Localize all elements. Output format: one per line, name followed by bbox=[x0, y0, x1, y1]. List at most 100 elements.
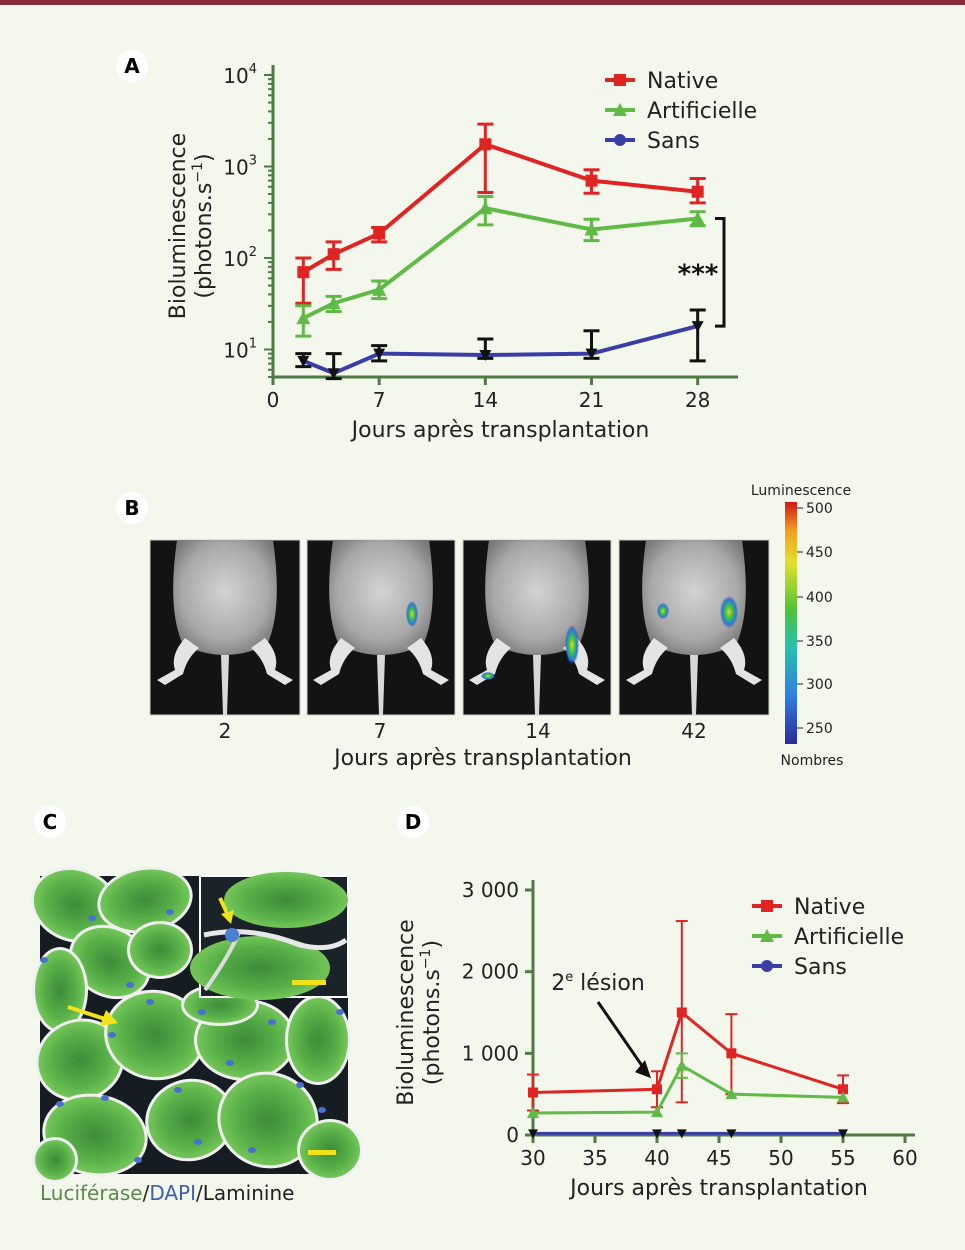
data-point bbox=[725, 1088, 738, 1100]
data-point bbox=[527, 1106, 539, 1118]
y-axis-label: Bioluminescence bbox=[166, 133, 191, 319]
data-point bbox=[373, 227, 386, 240]
y-tick-label: 2 000 bbox=[462, 960, 519, 984]
data-point bbox=[297, 355, 310, 367]
panel-a-badge bbox=[116, 50, 148, 82]
panel-a-letter: A bbox=[124, 54, 140, 78]
luminescence-spot bbox=[565, 625, 579, 665]
colorbar-ticks: 500 450 400 350 300 250 bbox=[797, 501, 833, 737]
y-tick-label: 102 bbox=[223, 245, 257, 271]
data-point bbox=[691, 185, 704, 198]
luminescence-spot bbox=[657, 603, 669, 619]
x-tick-label: 50 bbox=[768, 1146, 793, 1170]
series-native bbox=[295, 122, 706, 305]
data-point bbox=[838, 1084, 848, 1095]
data-point bbox=[327, 248, 340, 261]
data-point bbox=[327, 368, 340, 380]
data-point bbox=[837, 1091, 849, 1103]
colorbar-footer: Nombres bbox=[781, 753, 844, 769]
stain-caption: Luciférase/DAPI/Laminine bbox=[40, 1181, 294, 1205]
second-lesion-annotation: 2e lésion bbox=[551, 970, 651, 1079]
legend-entry-artificielle: Artificielle bbox=[752, 925, 904, 950]
top-border bbox=[0, 0, 965, 5]
colorbar bbox=[785, 502, 797, 744]
x-axis-label: Jours après transplantation bbox=[350, 418, 650, 443]
error-bar bbox=[689, 308, 706, 363]
series-line bbox=[532, 1063, 844, 1115]
series-line bbox=[302, 324, 699, 376]
annotation-label: 2e lésion bbox=[551, 970, 645, 996]
significance-label: *** bbox=[678, 259, 719, 289]
chart-d: 30 35 40 45 50 55 60 0 1 000 2 000 3 000 Jours aprè… bbox=[394, 878, 918, 1201]
x-tick-label: 7 bbox=[373, 388, 386, 412]
legend-label: Native bbox=[794, 895, 865, 920]
x-tick-label: 40 bbox=[644, 1146, 669, 1170]
microscopy-image bbox=[30, 866, 363, 1183]
y-axis-label: Bioluminescence bbox=[394, 919, 419, 1105]
legend-label: Native bbox=[647, 69, 718, 94]
stain-sep-1: / bbox=[143, 1181, 150, 1205]
day-label-7: 7 bbox=[374, 719, 387, 743]
y-tick-label: 104 bbox=[223, 62, 257, 88]
inset-image bbox=[190, 872, 349, 1000]
y-tick-label: 101 bbox=[223, 336, 257, 362]
panel-d-badge bbox=[397, 806, 429, 838]
data-point bbox=[372, 282, 387, 296]
luminescence-spot bbox=[481, 672, 495, 680]
mouse-image-42 bbox=[618, 539, 770, 716]
stain-dapi: DAPI bbox=[149, 1181, 196, 1205]
series-sans bbox=[295, 308, 706, 381]
mouse-images bbox=[149, 539, 770, 716]
panel-b-xlabel: Jours après transplantation bbox=[332, 746, 632, 771]
series-artificielle bbox=[295, 194, 706, 338]
data-point bbox=[652, 1129, 662, 1139]
y-axis-unit: (photons.s−1) bbox=[418, 940, 445, 1085]
day-label-42: 42 bbox=[681, 719, 706, 743]
series-native bbox=[527, 920, 849, 1112]
legend-label: Sans bbox=[794, 955, 847, 980]
data-point bbox=[726, 1048, 737, 1059]
legend-marker bbox=[761, 960, 773, 972]
day-label-14: 14 bbox=[525, 719, 550, 743]
data-point bbox=[528, 1129, 538, 1139]
stain-laminine: Laminine bbox=[203, 1181, 295, 1205]
panel-c-badge bbox=[34, 806, 66, 838]
data-point bbox=[691, 321, 704, 333]
legend-marker bbox=[614, 74, 626, 86]
legend-entry-sans: Sans bbox=[605, 129, 700, 154]
data-point bbox=[479, 138, 492, 151]
x-tick-label: 35 bbox=[582, 1146, 607, 1170]
data-point bbox=[585, 174, 598, 187]
chart-a: 0 7 14 21 28 101 102 103 104 Jours après transpla… bbox=[166, 62, 757, 443]
series-line bbox=[302, 141, 698, 274]
legend-marker bbox=[761, 900, 773, 912]
scale-bar bbox=[308, 1150, 336, 1155]
stain-sep-2: / bbox=[196, 1181, 203, 1205]
y-axis-unit: (photons.s−1) bbox=[190, 153, 217, 298]
data-point bbox=[838, 1129, 848, 1139]
legend-marker bbox=[614, 134, 626, 146]
x-axis-label: Jours après transplantation bbox=[568, 1176, 868, 1201]
data-point bbox=[326, 296, 341, 310]
legend-label: Artificielle bbox=[647, 99, 757, 124]
series-artificielle bbox=[527, 1052, 849, 1118]
legend-entry-artificielle: Artificielle bbox=[605, 99, 757, 124]
data-point bbox=[584, 222, 599, 236]
x-tick-label: 21 bbox=[579, 388, 604, 412]
luminescence-spot bbox=[720, 596, 738, 628]
data-point bbox=[690, 211, 705, 225]
panel-d-letter: D bbox=[405, 810, 422, 834]
colorbar-tick-label: 350 bbox=[806, 634, 833, 650]
legend-entry-native: Native bbox=[605, 69, 718, 94]
x-tick-label: 28 bbox=[685, 388, 710, 412]
data-point bbox=[373, 348, 386, 360]
colorbar-tick-label: 500 bbox=[806, 501, 833, 517]
series-line bbox=[532, 1009, 844, 1095]
luminescence-spot bbox=[406, 601, 418, 627]
data-point bbox=[675, 1059, 688, 1071]
y-tick-label: 0 bbox=[506, 1123, 519, 1147]
colorbar-tick-label: 300 bbox=[806, 677, 833, 693]
mouse-image-7 bbox=[306, 539, 456, 716]
x-tick-label: 30 bbox=[520, 1146, 545, 1170]
